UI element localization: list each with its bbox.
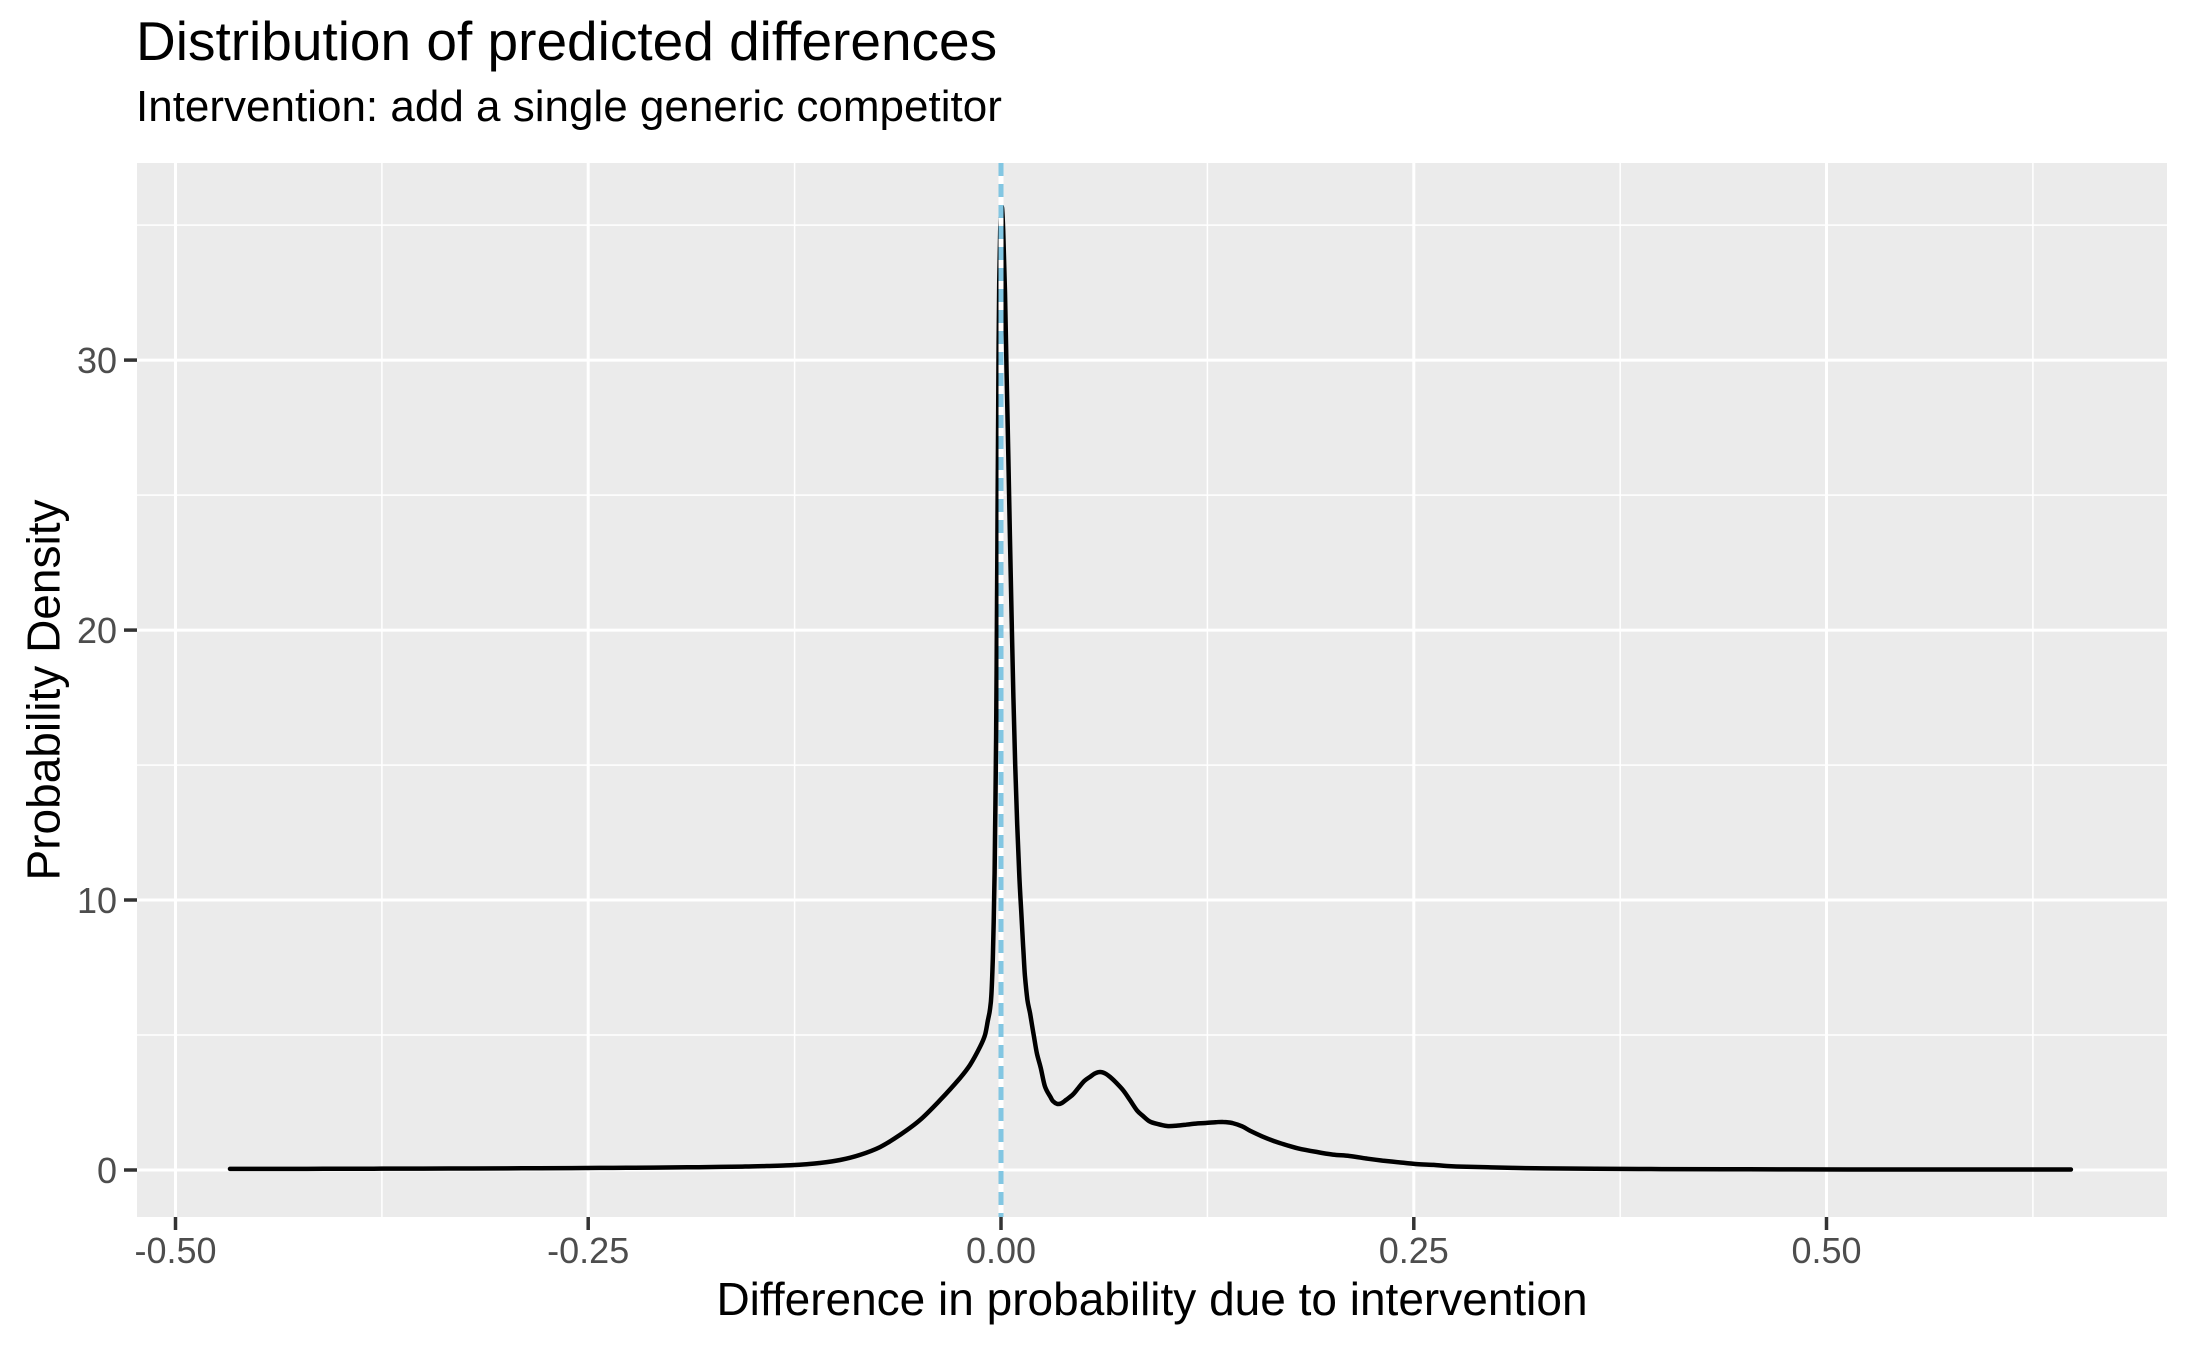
- plot-subtitle: Intervention: add a single generic compe…: [136, 82, 1002, 131]
- x-tick-label: 0.00: [966, 1230, 1036, 1271]
- y-axis-title: Probability Density: [17, 499, 70, 881]
- x-tick-label: -0.50: [134, 1230, 216, 1271]
- x-tick-label: 0.50: [1791, 1230, 1861, 1271]
- x-tick-label: -0.25: [547, 1230, 629, 1271]
- density-curve: [227, 203, 2074, 1172]
- y-tick-label: 10: [77, 880, 117, 921]
- plot-title: Distribution of predicted differences: [136, 10, 998, 72]
- y-tick-label: 30: [77, 340, 117, 381]
- y-tick-label: 0: [97, 1150, 117, 1191]
- x-axis-title: Difference in probability due to interve…: [716, 1273, 1588, 1325]
- y-tick-label: 20: [77, 610, 117, 651]
- x-tick-label: 0.25: [1379, 1230, 1449, 1271]
- plot-panel: [137, 163, 2167, 1217]
